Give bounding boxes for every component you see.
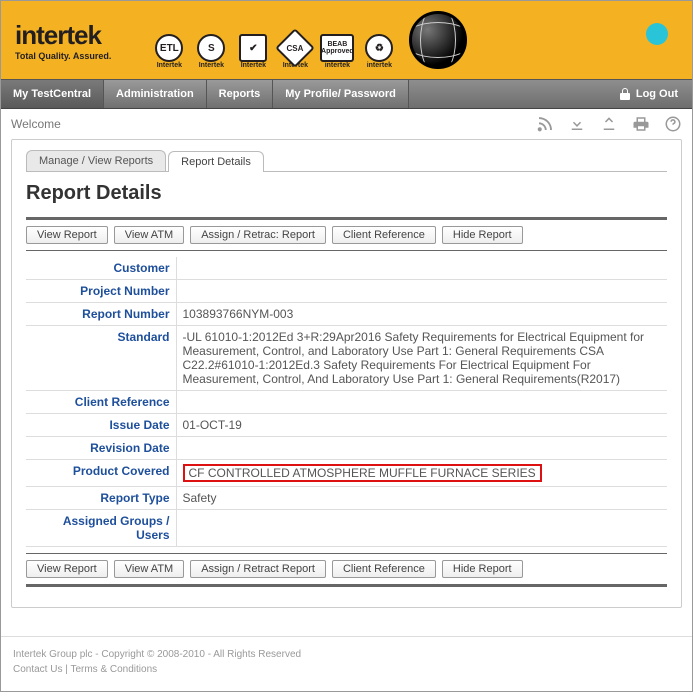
tab-manage-view-reports[interactable]: Manage / View Reports — [26, 150, 166, 171]
label-standard: Standard — [26, 326, 176, 391]
table-row: Standard-UL 61010-1:2012Ed 3+R:29Apr2016… — [26, 326, 667, 391]
nav-reports[interactable]: Reports — [207, 80, 274, 108]
value-client-reference — [176, 391, 667, 414]
upload-icon[interactable] — [600, 115, 618, 133]
value-revision-date — [176, 437, 667, 460]
table-row: Assigned Groups / Users — [26, 510, 667, 547]
action-buttons-top: View Report View ATM Assign / Retrac: Re… — [26, 226, 667, 244]
leaf-badge-icon: ♻ — [365, 34, 393, 62]
footer-contact-link[interactable]: Contact Us — [13, 664, 62, 675]
client-reference-button[interactable]: Client Reference — [332, 226, 436, 244]
value-project-number — [176, 280, 667, 303]
view-atm-button[interactable]: View ATM — [114, 560, 185, 578]
label-assigned: Assigned Groups / Users — [26, 510, 176, 547]
view-report-button[interactable]: View Report — [26, 560, 108, 578]
table-row: Product Covered CF CONTROLLED ATMOSPHERE … — [26, 460, 667, 487]
divider — [26, 217, 667, 220]
download-icon[interactable] — [568, 115, 586, 133]
globe-icon — [409, 11, 467, 69]
value-standard: -UL 61010-1:2012Ed 3+R:29Apr2016 Safety … — [176, 326, 667, 391]
tab-strip: Manage / View Reports Report Details — [26, 150, 667, 172]
label-report-type: Report Type — [26, 487, 176, 510]
status-dot-icon — [646, 23, 668, 45]
report-details-table: Customer Project Number Report Number103… — [26, 257, 667, 547]
table-row: Client Reference — [26, 391, 667, 414]
help-icon[interactable] — [664, 115, 682, 133]
etl-badge-icon: ETL — [155, 34, 183, 62]
hide-report-button[interactable]: Hide Report — [442, 560, 523, 578]
label-client-reference: Client Reference — [26, 391, 176, 414]
table-row: Customer — [26, 257, 667, 280]
view-report-button[interactable]: View Report — [26, 226, 108, 244]
hide-report-button[interactable]: Hide Report — [442, 226, 523, 244]
nav-my-testcentral[interactable]: My TestCentral — [1, 80, 104, 108]
main-nav: My TestCentral Administration Reports My… — [1, 79, 692, 109]
footer: Intertek Group plc - Copyright © 2008-20… — [1, 636, 692, 691]
assign-retract-report-button[interactable]: Assign / Retrac: Report — [190, 226, 326, 244]
nav-administration[interactable]: Administration — [104, 80, 207, 108]
nav-my-profile-password[interactable]: My Profile/ Password — [273, 80, 409, 108]
footer-copyright: Intertek Group plc - Copyright © 2008-20… — [13, 647, 680, 662]
table-row: Issue Date01-OCT-19 — [26, 414, 667, 437]
divider — [26, 553, 667, 554]
footer-terms-link[interactable]: Terms & Conditions — [70, 664, 157, 675]
value-report-number: 103893766NYM-003 — [176, 303, 667, 326]
value-customer — [176, 257, 667, 280]
check-badge-icon: ✔ — [239, 34, 267, 62]
assign-retract-report-button[interactable]: Assign / Retract Report — [190, 560, 326, 578]
header-bar: intertek Total Quality. Assured. ETLInte… — [1, 1, 692, 79]
table-row: Report Number103893766NYM-003 — [26, 303, 667, 326]
certification-badges: ETLIntertek SIntertek ✔Intertek CSAInter… — [151, 11, 467, 69]
value-assigned — [176, 510, 667, 547]
lock-icon — [620, 88, 630, 100]
label-product-covered: Product Covered — [26, 460, 176, 487]
content-panel: Manage / View Reports Report Details Rep… — [11, 139, 682, 608]
value-product-covered: CF CONTROLLED ATMOSPHERE MUFFLE FURNACE … — [176, 460, 667, 487]
table-row: Project Number — [26, 280, 667, 303]
brand-logo: intertek Total Quality. Assured. — [15, 20, 111, 61]
action-buttons-bottom: View Report View ATM Assign / Retract Re… — [26, 560, 667, 578]
client-reference-button[interactable]: Client Reference — [332, 560, 436, 578]
brand-name: intertek — [15, 20, 111, 51]
value-issue-date: 01-OCT-19 — [176, 414, 667, 437]
page-title: Report Details — [26, 182, 667, 205]
label-revision-date: Revision Date — [26, 437, 176, 460]
divider — [26, 584, 667, 587]
view-atm-button[interactable]: View ATM — [114, 226, 185, 244]
csa-badge-icon: CSA — [276, 28, 316, 68]
logout-button[interactable]: Log Out — [606, 80, 692, 108]
label-project-number: Project Number — [26, 280, 176, 303]
label-customer: Customer — [26, 257, 176, 280]
value-report-type: Safety — [176, 487, 667, 510]
divider — [26, 250, 667, 251]
welcome-text: Welcome — [11, 117, 61, 131]
label-report-number: Report Number — [26, 303, 176, 326]
table-row: Revision Date — [26, 437, 667, 460]
print-icon[interactable] — [632, 115, 650, 133]
toolbar-icons — [536, 115, 682, 133]
product-covered-highlight: CF CONTROLLED ATMOSPHERE MUFFLE FURNACE … — [183, 464, 542, 482]
rss-icon[interactable] — [536, 115, 554, 133]
table-row: Report TypeSafety — [26, 487, 667, 510]
tab-report-details[interactable]: Report Details — [168, 151, 264, 172]
s-badge-icon: S — [197, 34, 225, 62]
brand-tagline: Total Quality. Assured. — [15, 51, 111, 61]
label-issue-date: Issue Date — [26, 414, 176, 437]
beab-badge-icon: BEABApproved — [320, 34, 354, 62]
